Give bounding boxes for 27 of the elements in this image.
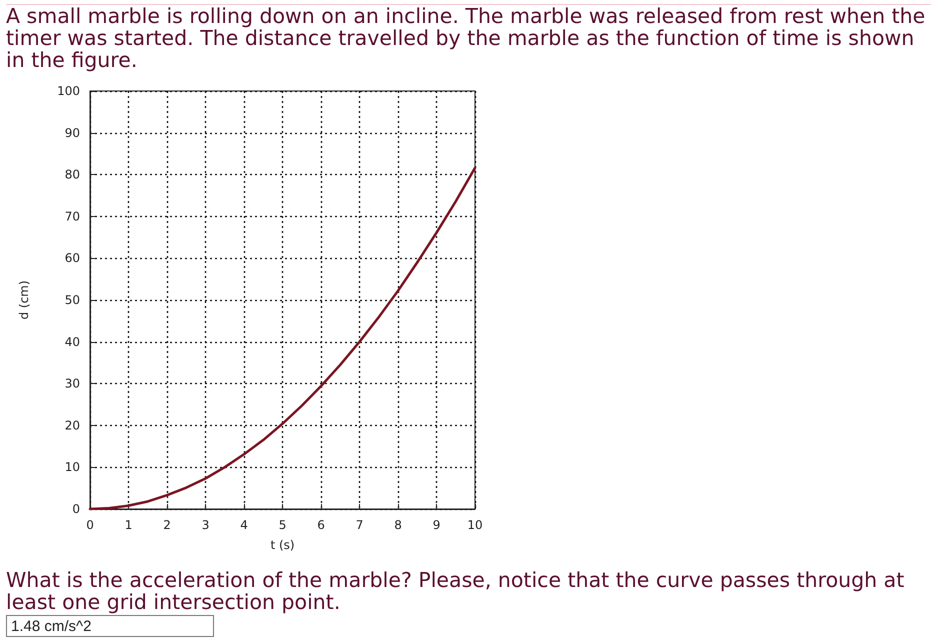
x-tick-label: 10 — [467, 518, 483, 532]
y-tick-label: 60 — [64, 251, 80, 266]
x-tick-label: 8 — [394, 518, 402, 532]
y-tick-label: 90 — [64, 126, 80, 140]
x-tick-label: 0 — [86, 518, 94, 532]
x-tick-label: 7 — [356, 518, 364, 532]
text-field: 1.48 cm/s^2 — [6, 615, 214, 637]
text: What is the acceleration of the marble? Please, notice that the curve passes through at least one grid intersection point. — [6, 568, 906, 614]
chart-title: A small marble is rolling down on an incline. The marble was released from rest when the timer was started. The distance travelled by the marble as the function of time is shown in the figure. — [6, 4, 931, 72]
y-axis-title: d (cm) — [17, 280, 31, 320]
y-tick-label: 80 — [64, 168, 80, 182]
x-tick-label: 9 — [432, 518, 440, 532]
x-tick-label: 1 — [124, 518, 132, 532]
x-tick-label: 3 — [202, 518, 210, 532]
y-tick-label: 40 — [64, 334, 80, 349]
y-tick-label: 30 — [64, 376, 80, 391]
x-tick-label: 2 — [163, 518, 171, 532]
x-axis-title: t (s) — [270, 538, 295, 552]
x-tick-label: 4 — [240, 518, 248, 532]
x-tick-label: 6 — [317, 518, 325, 532]
y-tick-label: 20 — [64, 418, 80, 432]
y-tick-label: 100 — [57, 84, 80, 98]
y-tick-label: 70 — [64, 209, 80, 224]
y-tick-label: 50 — [64, 293, 80, 307]
x-tick-label: 5 — [278, 518, 286, 532]
y-tick-label: 10 — [64, 460, 80, 474]
y-tick-label: 0 — [72, 502, 80, 516]
